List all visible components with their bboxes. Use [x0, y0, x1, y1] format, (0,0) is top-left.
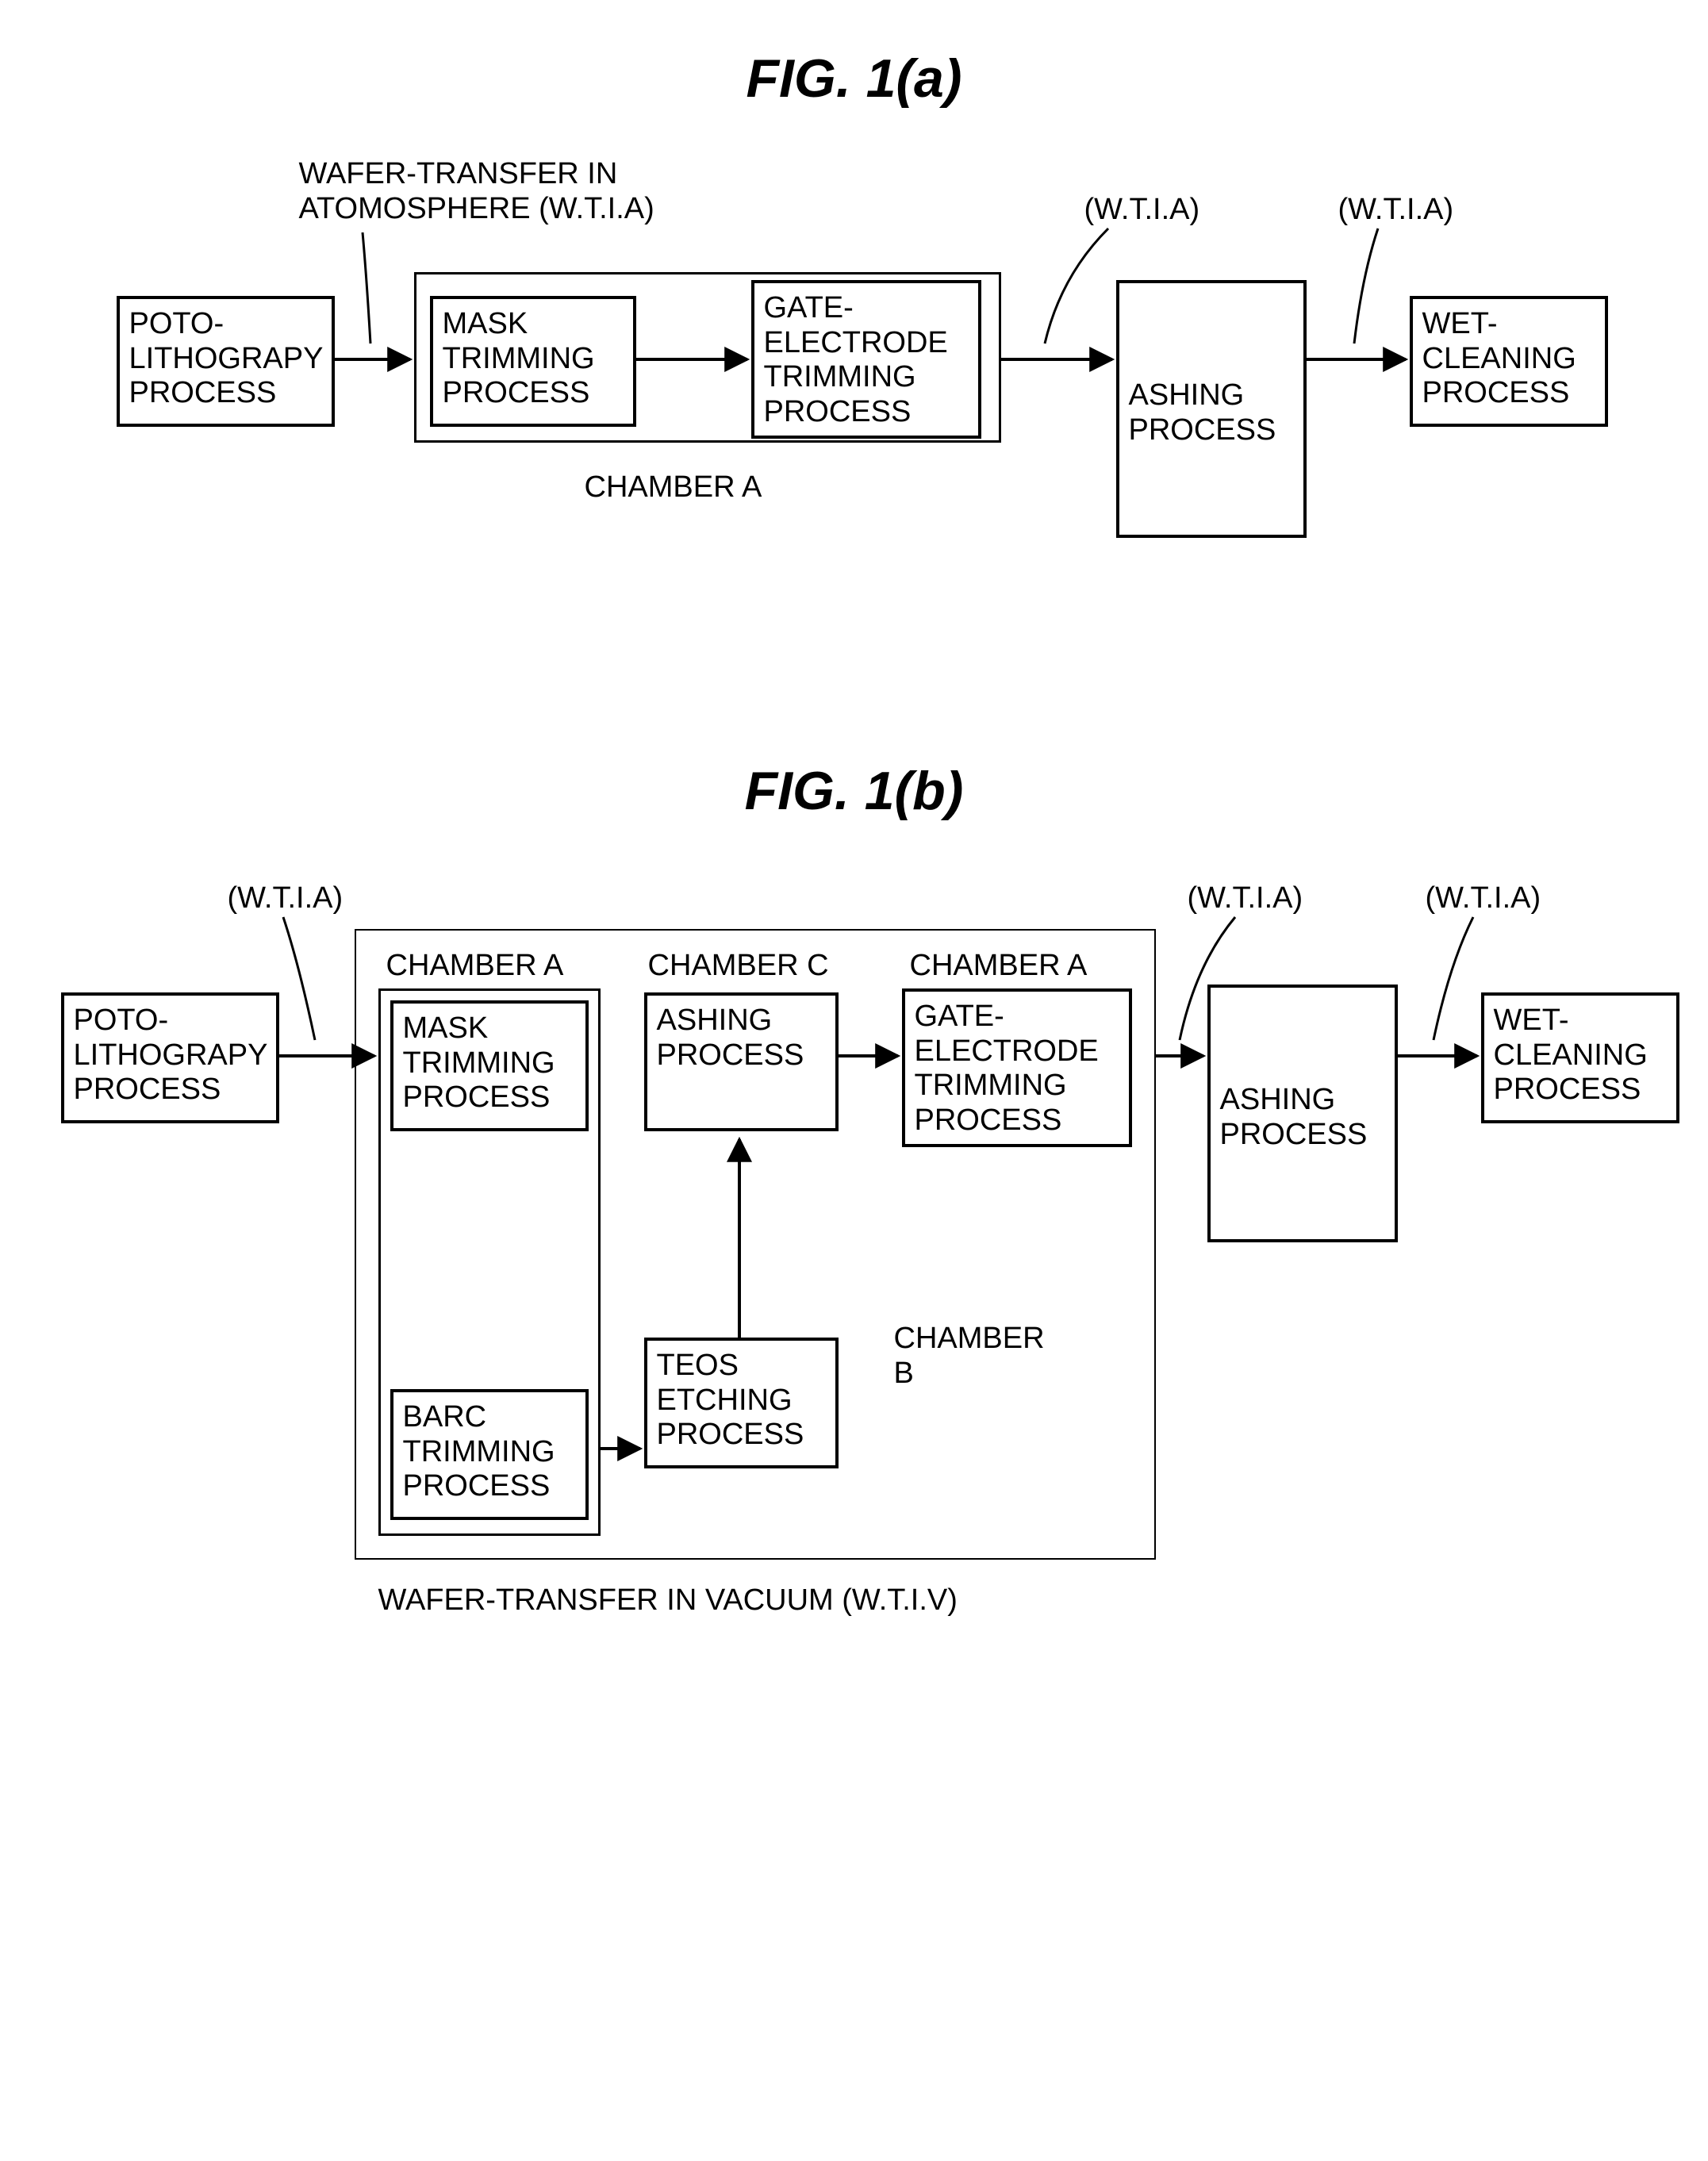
mask-trimming-box-b: MASKTRIMMINGPROCESS [390, 1000, 589, 1131]
chamber-c-label: CHAMBER C [648, 949, 829, 984]
chamber-a1-label: CHAMBER A [386, 949, 564, 984]
ashing-c-box: ASHINGPROCESS [644, 992, 839, 1131]
poto-lithograpy-box-b: POTO-LITHOGRAPYPROCESS [61, 992, 279, 1123]
wtia2-label: (W.T.I.A) [1084, 193, 1200, 228]
wtia3-label: (W.T.I.A) [1338, 193, 1454, 228]
teos-etching-box: TEOSETCHINGPROCESS [644, 1338, 839, 1468]
ashing-box-b: ASHINGPROCESS [1207, 985, 1398, 1242]
ashing-box: ASHINGPROCESS [1116, 280, 1307, 538]
wtia1-label-b: (W.T.I.A) [228, 881, 344, 916]
gate-electrode-box-b: GATE-ELECTRODETRIMMINGPROCESS [902, 988, 1132, 1147]
chamber-a2-label: CHAMBER A [910, 949, 1088, 984]
mask-trimming-box: MASKTRIMMINGPROCESS [430, 296, 636, 427]
fig-b-title: FIG. 1(b) [48, 760, 1660, 822]
chamber-b-line1: CHAMBER [894, 1322, 1045, 1357]
chamber-b-line2: B [894, 1357, 1045, 1391]
wtia-full-line1: WAFER-TRANSFER IN [299, 157, 654, 192]
wtia-full-line2: ATOMOSPHERE (W.T.I.A) [299, 192, 654, 227]
wtia3-label-b: (W.T.I.A) [1426, 881, 1541, 916]
wet-cleaning-box: WET-CLEANINGPROCESS [1410, 296, 1608, 427]
wtia2-label-b: (W.T.I.A) [1188, 881, 1303, 916]
chamber-b-label: CHAMBER B [894, 1322, 1045, 1391]
fig-a-title: FIG. 1(a) [48, 48, 1660, 109]
diagram-b: (W.T.I.A) (W.T.I.A) (W.T.I.A) POTO-LITHO… [61, 869, 1648, 1639]
poto-lithograpy-box: POTO-LITHOGRAPYPROCESS [117, 296, 335, 427]
wtiv-label: WAFER-TRANSFER IN VACUUM (W.T.I.V) [378, 1583, 958, 1618]
diagram-a: WAFER-TRANSFER IN ATOMOSPHERE (W.T.I.A) … [93, 157, 1616, 601]
gate-electrode-box: GATE-ELECTRODETRIMMINGPROCESS [751, 280, 981, 439]
barc-trimming-box: BARCTRIMMINGPROCESS [390, 1389, 589, 1520]
chamber-a-label: CHAMBER A [585, 470, 762, 505]
wtia-full-label: WAFER-TRANSFER IN ATOMOSPHERE (W.T.I.A) [299, 157, 654, 226]
wet-cleaning-box-b: WET-CLEANINGPROCESS [1481, 992, 1679, 1123]
